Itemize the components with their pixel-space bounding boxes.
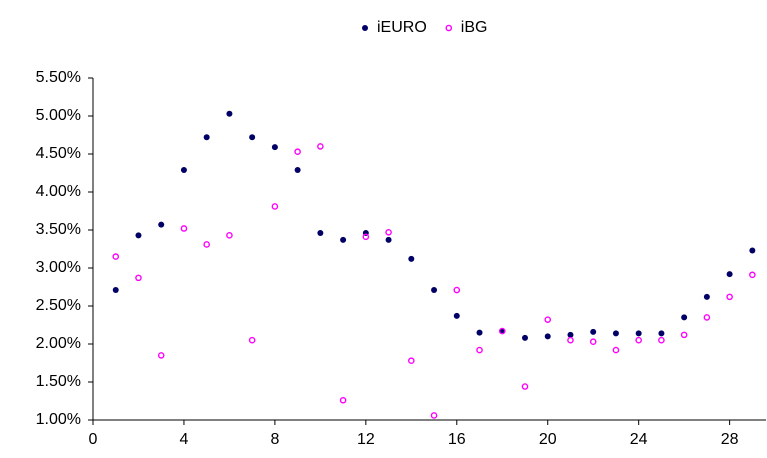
x-tick-label: 28 bbox=[721, 431, 739, 448]
point bbox=[567, 331, 574, 338]
point bbox=[408, 255, 415, 262]
x-tick-label: 8 bbox=[270, 431, 279, 448]
point bbox=[589, 338, 597, 346]
y-tick-label: 4.50% bbox=[36, 145, 81, 162]
point bbox=[339, 396, 347, 404]
x-tick-label: 24 bbox=[630, 431, 648, 448]
point bbox=[430, 412, 438, 419]
point bbox=[294, 148, 301, 156]
point bbox=[498, 327, 506, 335]
point bbox=[680, 331, 688, 339]
point bbox=[658, 330, 665, 337]
point bbox=[249, 134, 256, 141]
point bbox=[271, 203, 279, 210]
y-tick-label: 3.50% bbox=[36, 221, 81, 238]
point bbox=[112, 253, 120, 260]
x-tick-label: 20 bbox=[539, 431, 557, 448]
point bbox=[203, 241, 210, 248]
point bbox=[431, 287, 438, 294]
y-tick-label: 4.00% bbox=[36, 183, 81, 200]
y-tick-label: 2.50% bbox=[36, 297, 81, 314]
point bbox=[544, 316, 552, 323]
point bbox=[521, 383, 529, 390]
point bbox=[612, 330, 619, 337]
legend-marker bbox=[445, 24, 453, 32]
x-tick-label: 4 bbox=[179, 431, 188, 448]
point bbox=[635, 336, 642, 344]
point bbox=[635, 330, 642, 337]
point bbox=[408, 357, 415, 365]
point bbox=[180, 225, 188, 232]
x-tick-label: 0 bbox=[89, 431, 98, 448]
legend-label: iBG bbox=[461, 19, 488, 36]
y-tick-label: 2.00% bbox=[36, 335, 81, 352]
point bbox=[703, 314, 711, 321]
point bbox=[567, 336, 574, 344]
point bbox=[453, 286, 461, 294]
point bbox=[385, 228, 392, 236]
y-tick-label: 1.00% bbox=[36, 411, 81, 428]
x-tick-label: 16 bbox=[448, 431, 466, 448]
point bbox=[726, 293, 733, 301]
point bbox=[157, 352, 165, 359]
point bbox=[294, 166, 301, 173]
point bbox=[726, 271, 733, 278]
point bbox=[112, 287, 119, 294]
point bbox=[317, 143, 324, 150]
point bbox=[612, 346, 620, 354]
point bbox=[203, 134, 210, 141]
point bbox=[749, 271, 756, 279]
point bbox=[658, 336, 665, 344]
legend-label: iEURO bbox=[377, 19, 427, 36]
point bbox=[385, 236, 392, 243]
point bbox=[226, 232, 233, 239]
point bbox=[476, 346, 483, 354]
point bbox=[340, 236, 347, 243]
y-tick-label: 5.00% bbox=[36, 107, 81, 124]
y-tick-label: 3.00% bbox=[36, 259, 81, 276]
point bbox=[135, 232, 142, 239]
x-tick-label: 12 bbox=[357, 431, 375, 448]
point bbox=[135, 274, 142, 282]
legend-marker bbox=[362, 25, 368, 31]
point bbox=[703, 293, 710, 300]
point bbox=[476, 329, 483, 336]
point bbox=[681, 314, 688, 321]
point bbox=[749, 247, 756, 254]
point bbox=[180, 166, 187, 173]
point bbox=[317, 230, 324, 237]
y-tick-label: 5.50% bbox=[36, 69, 81, 86]
point bbox=[158, 221, 165, 228]
point bbox=[590, 328, 597, 335]
point bbox=[226, 110, 233, 117]
point bbox=[248, 336, 256, 344]
point bbox=[271, 144, 278, 151]
point bbox=[362, 233, 370, 241]
point bbox=[453, 312, 460, 319]
point bbox=[521, 334, 528, 341]
y-tick-label: 1.50% bbox=[36, 373, 81, 390]
point bbox=[544, 333, 551, 340]
